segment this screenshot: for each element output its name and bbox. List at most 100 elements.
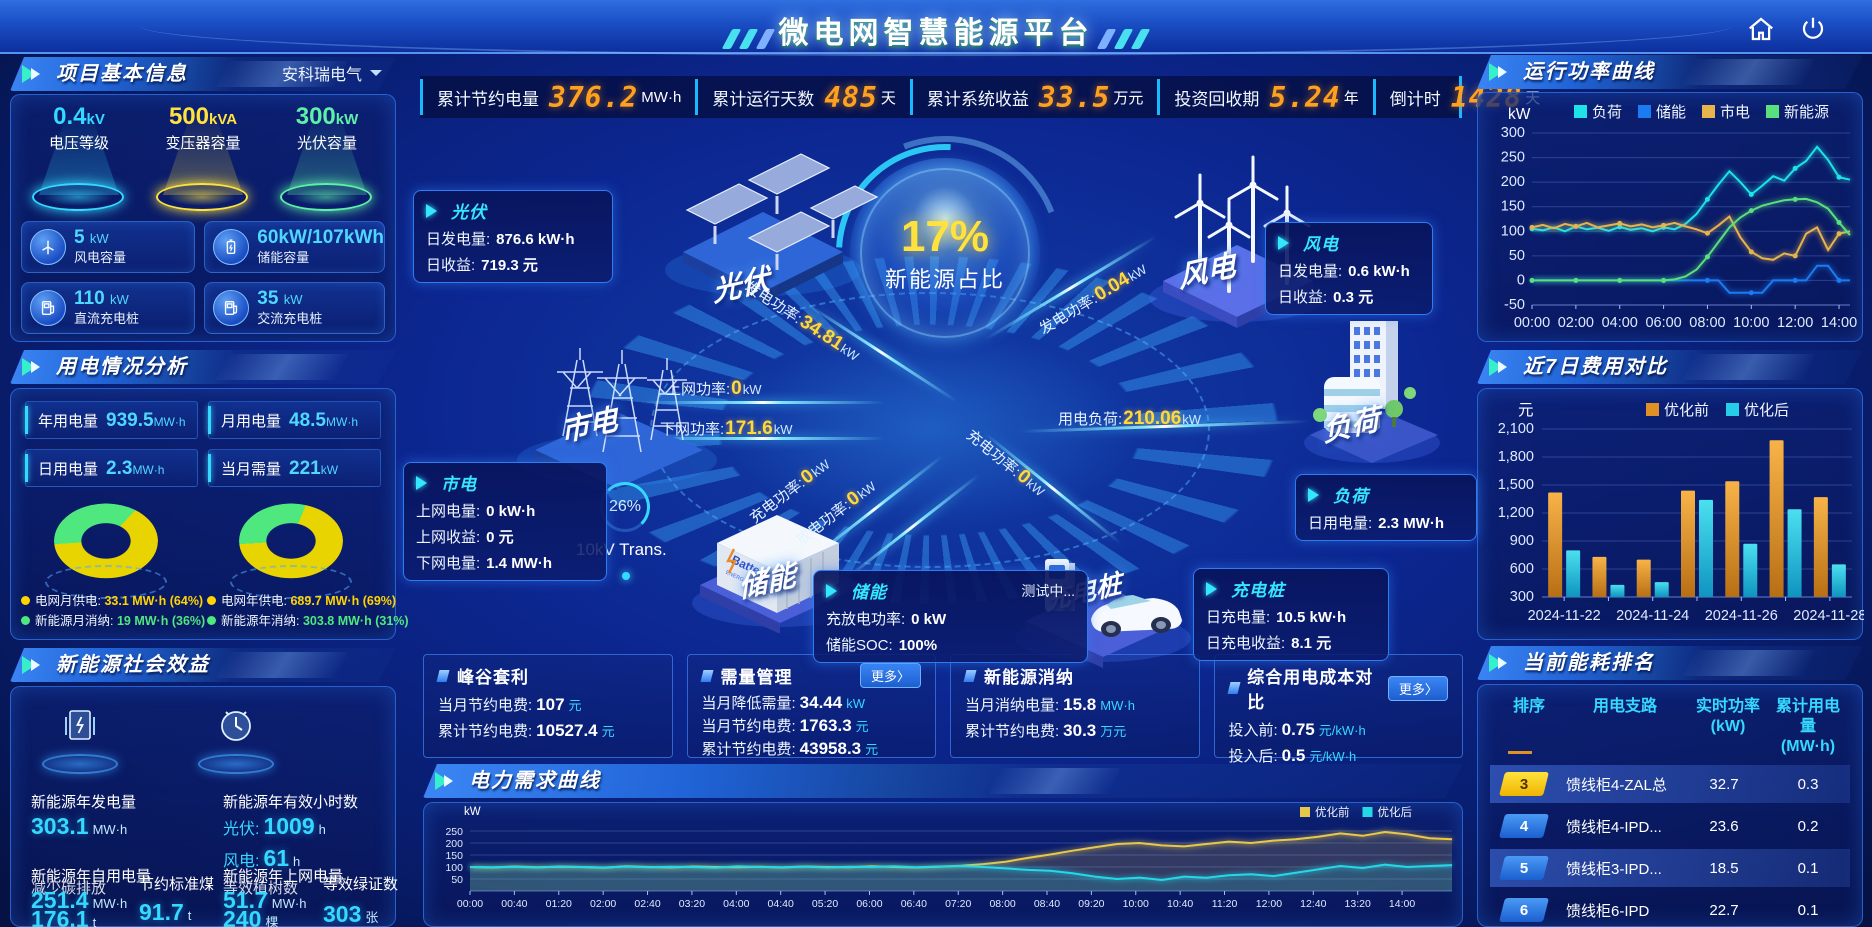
svg-text:2024-11-24: 2024-11-24 xyxy=(1616,608,1689,624)
stat-total-saved-energy: 累计节约电量 376.2 MW·h xyxy=(420,79,695,115)
panel-header-band xyxy=(10,648,396,682)
cost-compare-chart[interactable]: 2,100 1,800 1,500 1,200 900 600 300 2024-11-22 2… xyxy=(1478,389,1867,641)
panel-header-band xyxy=(1477,646,1863,680)
flow-value: 0 xyxy=(731,378,742,399)
legend-dot xyxy=(21,616,30,625)
card-unit: kW xyxy=(283,291,303,307)
unit: h xyxy=(293,854,301,869)
tooltip-label: 下网电量: xyxy=(416,555,481,572)
power-icon[interactable] xyxy=(1798,14,1828,44)
realtime-power: 23.6 xyxy=(1709,817,1739,835)
stat-unit: 元 xyxy=(855,719,869,734)
app-title-wrap: 微电网智慧能源平台 xyxy=(0,8,1872,52)
energy-beam xyxy=(640,437,885,440)
svg-text:02:00: 02:00 xyxy=(1558,315,1594,331)
clock-icon xyxy=(221,711,251,741)
svg-text:08:00: 08:00 xyxy=(1689,315,1725,331)
stat-value: 221 xyxy=(289,458,321,479)
table-row[interactable]: 4 馈线柜4-IPD... 23.6 0.2 xyxy=(1490,807,1850,845)
value-to-grid: 51.7 MW·h xyxy=(223,887,306,914)
panel-renewable-consumption: 新能源消纳 当月消纳电量: 15.8 MW·h 累计节约电费: 30.3 万元 xyxy=(950,654,1200,758)
stat-label: 累计节约电费: xyxy=(965,723,1060,740)
stat-row: 投入前: 0.75 元/kW·h xyxy=(1229,717,1449,743)
label: 风电: xyxy=(223,853,260,870)
svg-text:储能: 储能 xyxy=(1656,104,1686,121)
flow-from-grid: 下网功率:171.6kW xyxy=(660,418,793,440)
card-value: 60kW/107kWh xyxy=(257,226,384,248)
pv-tooltip: 光伏 日发电量: 876.6 kW·h 日收益: 719.3 元 xyxy=(413,190,613,283)
svg-text:02:40: 02:40 xyxy=(634,898,660,910)
svg-text:-50: -50 xyxy=(1504,297,1525,313)
svg-text:2024-11-28: 2024-11-28 xyxy=(1793,608,1864,624)
stat-unit: 元 xyxy=(865,742,879,757)
glow-ring-decoration xyxy=(292,188,360,206)
project-selector[interactable]: 安科瑞电气 xyxy=(282,61,382,85)
panel-corner-icon xyxy=(1489,654,1511,672)
card-storage-capacity: 60kW/107kWh 储能容量 xyxy=(204,221,385,273)
tooltip-row: 上网收益: 0 元 xyxy=(416,526,594,547)
panel-title: 运行功率曲线 xyxy=(1523,61,1655,83)
tooltip-value: 8.1 元 xyxy=(1291,635,1332,652)
value: 176.1 xyxy=(31,906,89,927)
energy-panel-icon xyxy=(65,710,95,740)
load-node[interactable] xyxy=(1290,293,1455,476)
stat-unit: MW·h xyxy=(132,463,165,477)
label-trees: 等效植树数 xyxy=(223,880,299,897)
svg-text:优化前: 优化前 xyxy=(1664,402,1709,419)
panel-social-benefit-header: 新能源社会效益 xyxy=(10,648,396,682)
table-row[interactable]: 6 馈线柜6-IPD 22.7 0.1 xyxy=(1490,891,1850,926)
charger-tooltip: 充电桩 日充电量: 10.5 kW·h 日充电收益: 8.1 元 xyxy=(1193,568,1389,661)
legend-value: 19 MW·h (36%) xyxy=(116,614,206,628)
pv-node[interactable] xyxy=(645,118,880,308)
spotlight-voltage-level: 0.4kV 电压等级 xyxy=(19,103,139,215)
svg-text:07:20: 07:20 xyxy=(945,898,971,910)
table-row[interactable]: 3 馈线柜4-ZAL总 32.7 0.3 xyxy=(1490,765,1850,803)
svg-text:04:00: 04:00 xyxy=(723,898,749,910)
tooltip-row: 充放电功率: 0 kW xyxy=(826,608,1075,629)
op-power-chart[interactable]: 300 250 200 150 100 50 0 -50 00:00 02:00 04:00 06:0… xyxy=(1478,93,1864,343)
value: 1009 xyxy=(263,813,315,839)
flow-load-power: 用电负荷:210.06kW xyxy=(1058,408,1201,430)
transformer-dot-decoration xyxy=(622,572,630,580)
spotlight-unit: kW xyxy=(335,111,359,128)
value: 240 xyxy=(223,906,262,927)
title-decoration-right xyxy=(1113,28,1134,49)
home-icon[interactable] xyxy=(1746,14,1776,44)
stat-month-demand: 当月需量 221kW xyxy=(208,449,381,487)
panel-title: 电力需求曲线 xyxy=(469,770,601,792)
svg-text:04:40: 04:40 xyxy=(768,898,794,910)
card-dc-charger: 110 kW 直流充电桩 xyxy=(21,282,196,334)
stat-day-usage: 日用电量 2.3MW·h xyxy=(25,449,198,487)
top-header-bar: 微电网智慧能源平台 xyxy=(0,0,1872,56)
chevron-right-icon xyxy=(416,475,434,490)
renewable-share-label: 新能源占比 xyxy=(884,267,1005,292)
spotlight-transformer-capacity: 500kVA 变压器容量 xyxy=(143,103,263,215)
svg-text:02:00: 02:00 xyxy=(590,898,616,910)
panel-corner-icon xyxy=(436,669,450,682)
spotlight-label: 电压等级 xyxy=(48,135,109,152)
more-button[interactable]: 更多〉 xyxy=(859,663,921,688)
card-value: 35 xyxy=(257,287,279,309)
unit: 棵 xyxy=(265,915,279,927)
ranking-table-body: 3 馈线柜4-ZAL总 32.7 0.3 4 馈线柜4-IPD... 23.6 … xyxy=(1490,765,1850,926)
flow-label: 用电负荷: xyxy=(1058,411,1123,428)
stat-row: 累计节约电费: 10527.4 元 xyxy=(438,718,658,744)
flow-value: 171.6 xyxy=(725,418,773,439)
scroll-indicator xyxy=(1508,751,1532,754)
stat-label: 投资回收期 xyxy=(1174,89,1260,109)
more-button[interactable]: 更多〉 xyxy=(1387,675,1448,701)
ac-charger-icon xyxy=(213,290,250,326)
table-row[interactable]: 5 馈线柜3-IPD... 18.5 0.1 xyxy=(1490,849,1850,887)
label: 光伏: xyxy=(223,821,260,838)
card-unit: kW xyxy=(109,291,129,307)
svg-text:12:00: 12:00 xyxy=(1777,315,1813,331)
column-power: 实时功率 (kW) xyxy=(1695,698,1760,735)
value-trees: 240 棵 xyxy=(223,906,278,927)
tooltip-value: 10.5 kW·h xyxy=(1276,609,1347,626)
stat-value: 2.3 xyxy=(106,458,133,479)
stat-value: 48.5 xyxy=(289,410,326,431)
tooltip-value: 0 kW xyxy=(911,611,947,628)
panel-corner-icon xyxy=(1489,63,1511,81)
flow-value: 210.06 xyxy=(1123,408,1182,429)
